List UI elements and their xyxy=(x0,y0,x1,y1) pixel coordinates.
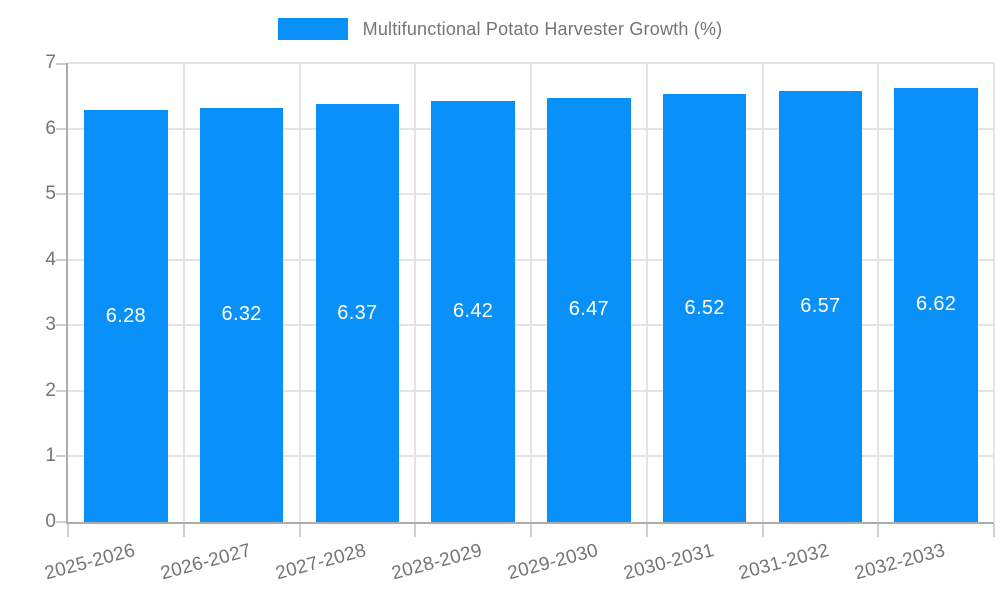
y-axis-tick xyxy=(56,455,66,458)
y-axis-tick xyxy=(56,193,66,196)
gridline-vertical xyxy=(993,63,995,522)
bar-2031-2032[interactable]: 6.57 xyxy=(778,91,863,522)
x-tick-label: 2026-2027 xyxy=(158,540,254,585)
bar-value-label: 6.32 xyxy=(221,303,262,326)
x-tick-label: 2032-2033 xyxy=(852,540,948,585)
bar-value-label: 6.47 xyxy=(568,298,609,321)
x-axis-tick xyxy=(761,524,764,537)
x-tick-label: 2028-2029 xyxy=(389,540,485,585)
bar-value-label: 6.37 xyxy=(337,301,378,324)
bar-value-label: 6.52 xyxy=(684,296,725,319)
y-tick-label: 5 xyxy=(45,183,56,205)
y-tick-label: 7 xyxy=(45,52,56,73)
bar-2029-2030[interactable]: 6.47 xyxy=(547,97,631,522)
gridline-vertical xyxy=(298,63,301,522)
y-axis-tick xyxy=(56,63,66,65)
y-axis-tick xyxy=(56,521,66,523)
bar-value-label: 6.42 xyxy=(453,300,494,322)
bar-2026-2027[interactable]: 6.32 xyxy=(199,107,284,522)
y-axis-tick xyxy=(56,258,66,261)
x-axis-tick xyxy=(877,524,880,537)
y-axis-tick xyxy=(56,389,66,392)
bar-2028-2029[interactable]: 6.42 xyxy=(431,101,515,522)
y-tick-label: 6 xyxy=(45,117,56,139)
bar-value-label: 6.57 xyxy=(800,295,841,318)
bar-2027-2028[interactable]: 6.37 xyxy=(315,104,400,522)
gridline-vertical xyxy=(877,63,880,522)
x-axis-tick xyxy=(993,524,995,537)
gridline-vertical xyxy=(530,63,532,522)
gridline-vertical xyxy=(414,63,417,522)
gridline-vertical xyxy=(645,63,648,522)
x-tick-label: 2031-2032 xyxy=(736,540,832,585)
y-tick-label: 2 xyxy=(45,379,56,401)
bar-2032-2033[interactable]: 6.62 xyxy=(894,87,978,522)
x-axis-tick xyxy=(298,524,301,537)
gridline-vertical xyxy=(182,63,185,522)
y-tick-label: 3 xyxy=(45,314,56,336)
gridline-vertical xyxy=(761,63,764,522)
x-tick-label: 2029-2030 xyxy=(505,540,601,585)
x-axis-tick xyxy=(414,524,417,537)
x-tick-label: 2025-2026 xyxy=(42,540,138,585)
bar-value-label: 6.28 xyxy=(105,304,146,327)
bar-2030-2031[interactable]: 6.52 xyxy=(662,94,747,522)
y-tick-label: 4 xyxy=(45,248,56,270)
plot-area: 6.28 6.32 6.37 6.42 6.47 6.52 6.57 6.62 xyxy=(56,62,995,537)
x-axis-tick xyxy=(182,524,185,537)
y-axis-tick xyxy=(56,127,66,130)
legend-item[interactable]: Multifunctional Potato Harvester Growth … xyxy=(277,18,723,40)
x-tick-label: 2027-2028 xyxy=(273,540,369,585)
y-axis-tick xyxy=(56,324,66,327)
x-axis-tick xyxy=(67,524,69,537)
bar-2025-2026[interactable]: 6.28 xyxy=(84,110,168,522)
x-axis-tick xyxy=(530,524,532,537)
y-tick-label: 0 xyxy=(45,511,56,532)
legend-label: Multifunctional Potato Harvester Growth … xyxy=(362,18,723,39)
y-tick-label: 1 xyxy=(45,445,56,467)
bar-value-label: 6.62 xyxy=(916,293,957,316)
x-tick-label: 2030-2031 xyxy=(621,540,717,585)
x-axis-line xyxy=(66,522,994,524)
legend-swatch xyxy=(277,18,348,40)
x-axis-tick xyxy=(645,524,648,537)
legend: Multifunctional Potato Harvester Growth … xyxy=(0,18,1000,40)
y-axis-line xyxy=(66,63,68,524)
